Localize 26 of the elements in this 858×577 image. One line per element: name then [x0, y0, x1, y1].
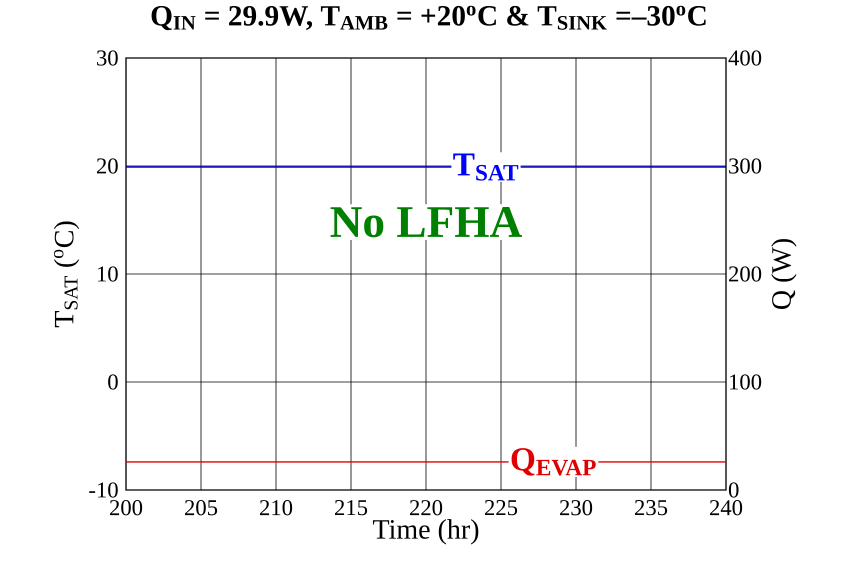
series-label: Q$_{EVAP}$ [512, 448, 596, 476]
series-label: T$_{SAT}$ [453, 154, 518, 181]
x-axis-title: Time (hr) [372, 519, 478, 545]
y-tick-label: 0 [108, 374, 118, 390]
x-tick-label: 235 [635, 500, 668, 516]
annotation: No LFHA [330, 206, 522, 238]
y2-tick-label: 300 [729, 158, 762, 174]
x-tick-label: 230 [560, 500, 592, 516]
chart-title: Q$_{IN}$ = 29.9W, T$_{AMB}$ = +20$^{o}$C & T$_{SINK}$ =–30$^{o}$C [152, 6, 706, 30]
y-tick-label: -10 [89, 482, 118, 498]
y2-tick-label: 200 [729, 266, 762, 282]
y2-axis-title: Q (W) [771, 239, 797, 309]
x-tick-label: 225 [485, 500, 518, 516]
y2-tick-label: 400 [728, 50, 762, 66]
y-axis-title: T$_{SAT}$ ($^{o}$C) [54, 222, 80, 328]
y-tick-label: 10 [98, 266, 118, 282]
x-tick-label: 200 [110, 500, 142, 516]
x-tick-label: 220 [410, 500, 442, 516]
y-tick-label: 20 [96, 158, 118, 174]
y2-tick-label: 0 [728, 482, 739, 498]
x-tick-label: 205 [185, 500, 218, 516]
y-tick-label: 30 [97, 50, 118, 66]
x-tick-label: 215 [335, 500, 368, 516]
y2-tick-label: 100 [730, 374, 762, 390]
x-tick-label: 210 [260, 500, 292, 516]
x-tick-label: 240 [710, 500, 742, 516]
